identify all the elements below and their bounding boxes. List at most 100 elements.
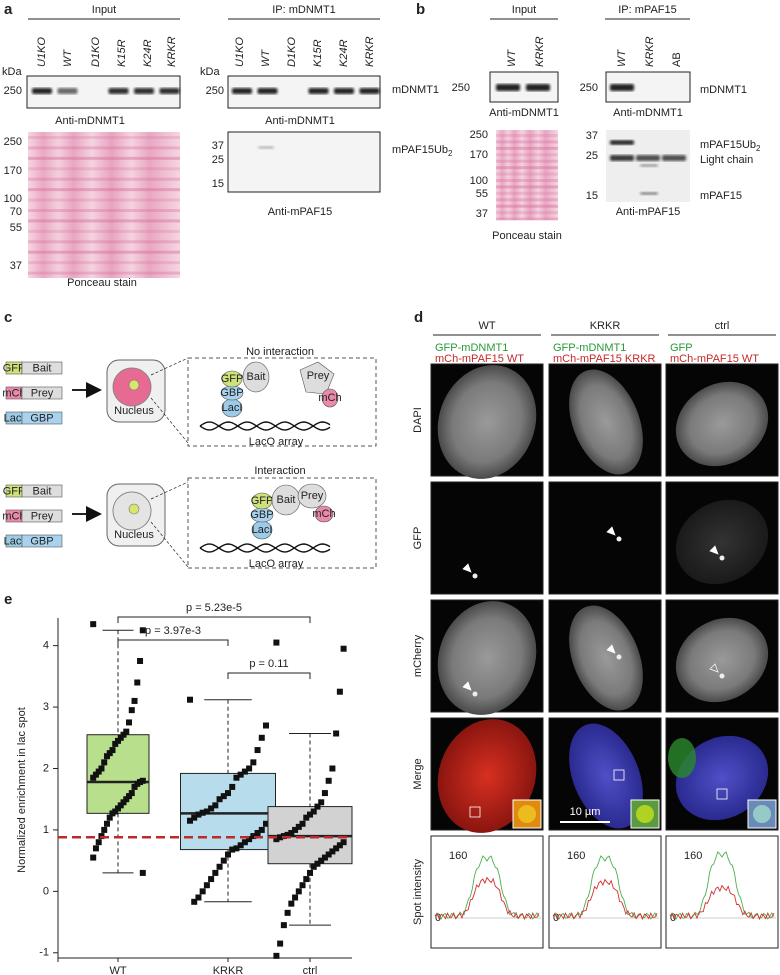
protein (297, 483, 327, 509)
point (95, 768, 102, 775)
blot-label: Ponceau stain (67, 277, 137, 289)
channel-label: GFP-mDNMT1 (553, 342, 626, 354)
point (258, 734, 265, 741)
tag-label: LacI (4, 535, 25, 547)
array-label: LacO array (249, 436, 304, 448)
ponceau-band (28, 219, 180, 223)
point (216, 796, 223, 803)
band-label: mPAF15Ub2 (700, 139, 761, 153)
blot-label: Anti-mDNMT1 (489, 107, 559, 119)
point (314, 803, 321, 810)
marker-label: 250 (4, 85, 22, 97)
profile (669, 884, 775, 921)
ponceau-band (496, 211, 558, 215)
point (90, 621, 97, 628)
point (191, 814, 198, 821)
point (233, 774, 240, 781)
point (310, 863, 317, 870)
point (208, 805, 215, 812)
point (95, 839, 102, 846)
arrowhead (606, 526, 616, 536)
header: IP: mPAF15 (618, 4, 676, 16)
point (299, 820, 306, 827)
zoom-box (187, 477, 377, 569)
ponceau-band (496, 159, 558, 163)
point (117, 734, 124, 741)
part-label: GBP (30, 412, 53, 424)
ponceau-band (496, 185, 558, 189)
lane-label: U1KO (36, 37, 48, 67)
nucleus-image (569, 605, 643, 711)
point (273, 836, 280, 843)
protein-label: Prey (307, 370, 330, 382)
point (92, 845, 99, 852)
point (123, 728, 130, 735)
nucleus-image (675, 499, 769, 585)
x-tick-label: KRKR (213, 965, 244, 975)
part-label: Prey (31, 510, 54, 522)
point (250, 759, 257, 766)
point (117, 802, 124, 809)
x-tick-label: ctrl (303, 965, 318, 975)
point (195, 811, 202, 818)
point (103, 820, 110, 827)
point (310, 808, 317, 815)
spot (616, 536, 622, 542)
part-box (21, 386, 63, 400)
point (237, 771, 244, 778)
nucleus-image (569, 369, 643, 475)
point (187, 817, 193, 824)
point (340, 839, 347, 846)
cytoplasm (668, 738, 696, 778)
point (199, 888, 206, 895)
ponceau-band (496, 198, 558, 202)
band-label-main: mPAF15Ub (700, 139, 756, 151)
marker-label: 250 (470, 129, 488, 141)
point (336, 688, 343, 695)
ponceau-band (28, 177, 180, 181)
channel-label: GFP-mDNMT1 (435, 342, 508, 354)
point (90, 774, 97, 781)
band (159, 88, 180, 94)
ponceau-band (496, 179, 558, 182)
point (92, 771, 99, 778)
band (359, 88, 380, 94)
dna (199, 543, 331, 553)
marker-label: 55 (10, 222, 22, 234)
nucleus-image (437, 601, 537, 715)
point (191, 898, 198, 905)
band-label: mDNMT1 (700, 84, 747, 96)
spot (128, 379, 140, 391)
profile-plot (548, 835, 662, 949)
protein-label: GFP (251, 495, 274, 507)
point (314, 860, 321, 867)
spot (719, 555, 725, 561)
inset-spot (518, 805, 536, 823)
point (277, 834, 284, 841)
arrowhead (709, 663, 719, 673)
ponceau-band (496, 217, 558, 221)
marker-label: 170 (4, 165, 22, 177)
point (329, 848, 336, 855)
blot-label: Anti-mPAF15 (268, 206, 333, 218)
spot (472, 573, 478, 579)
band (108, 88, 129, 94)
part-label: Prey (31, 387, 54, 399)
protein-label: LacI (222, 402, 243, 414)
nucleus-image (437, 719, 537, 833)
point (333, 845, 340, 852)
profile-plot (430, 835, 544, 949)
micrograph (430, 481, 544, 595)
protein-label: GBP (250, 509, 273, 521)
point (115, 737, 121, 744)
y-tick-label: 2 (43, 762, 49, 774)
channel-label: mCh-mPAF15 WT (435, 353, 524, 365)
ponceau-band (496, 134, 558, 137)
point (109, 747, 116, 754)
marker-label: 37 (586, 130, 598, 142)
point (109, 810, 116, 817)
kda: kDa (200, 66, 220, 78)
spot-tick: 160 (684, 850, 702, 862)
point (280, 922, 287, 929)
